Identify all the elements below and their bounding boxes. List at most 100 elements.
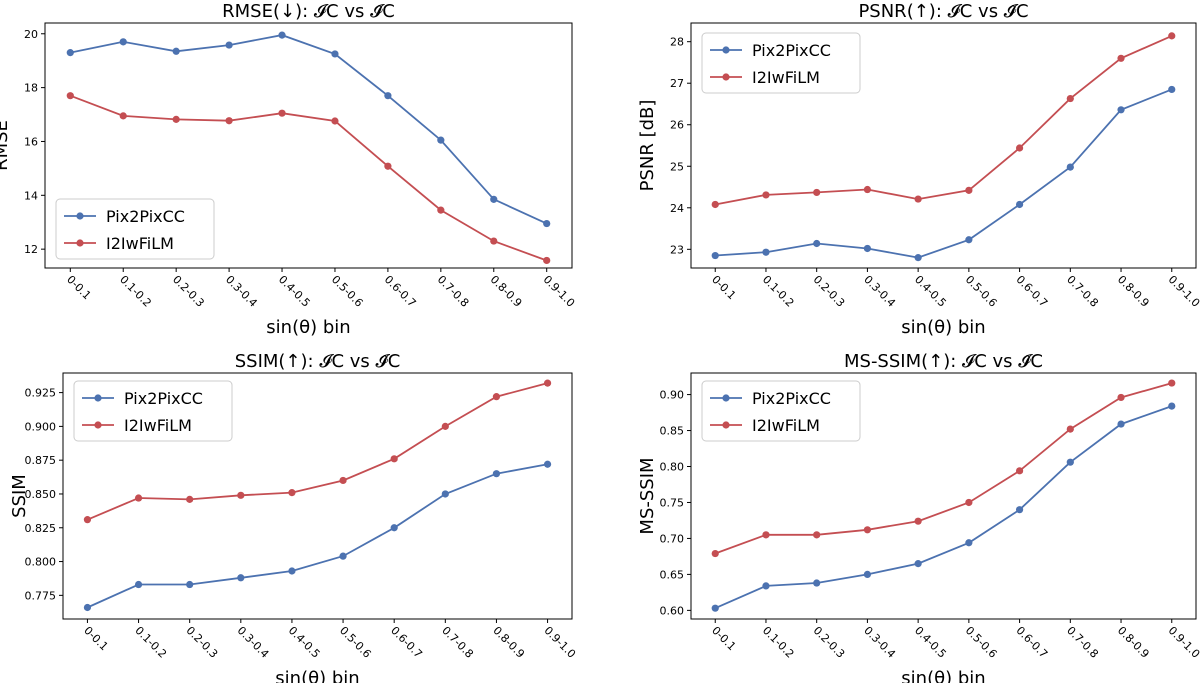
x-tick-label: 0.6-0.7 [1013,624,1050,661]
data-point-pix2pixcc [863,244,872,253]
data-point-i2iwfilm [1066,94,1074,103]
x-tick-label: 0.3-0.4 [235,624,272,661]
axes-frame [690,22,1197,269]
x-axis-label: sin(θ) bin [901,317,985,338]
series-line-i2iwfilm [715,35,1173,206]
series-line-pix2pixcc [87,463,548,609]
y-tick-label: 0.925 [25,387,57,400]
data-point-i2iwfilm [711,549,719,558]
data-point-pix2pixcc [762,248,770,256]
x-tick-label: 0.4-0.5 [286,624,323,661]
series-line-i2iwfilm [69,94,548,262]
x-tick-label: 0.7-0.8 [435,273,472,310]
data-point-i2iwfilm [331,117,339,125]
data-point-pix2pixcc [437,136,445,144]
x-tick-label: 0.5-0.6 [963,273,1000,310]
x-tick-label: 0-0.1 [709,273,738,302]
x-tick-label: 0.4-0.5 [276,273,313,310]
x-tick-label: 0.9-1.0 [1166,624,1200,661]
x-tick-label: 0.1-0.2 [117,273,154,310]
x-tick-label: 0.5-0.6 [329,273,366,310]
legend-label: I2IwFiLM [752,68,820,87]
data-point-i2iwfilm [66,92,74,100]
data-point-pix2pixcc [1015,506,1024,514]
data-point-i2iwfilm [762,531,770,539]
data-point-i2iwfilm [278,109,286,117]
x-tick-label: 0.6-0.7 [1013,273,1050,310]
x-tick-label: 0.1-0.2 [132,624,169,661]
y-tick-label: 12 [24,243,38,256]
data-point-pix2pixcc [813,579,821,587]
legend-marker [722,394,730,402]
y-tick-label: 0.850 [25,488,57,501]
data-point-i2iwfilm [134,494,143,502]
y-axis-label: MS-SSIM [637,457,658,534]
x-tick-label: 0.8-0.9 [1115,624,1152,661]
legend-marker [722,46,730,54]
data-point-pix2pixcc [390,524,398,532]
data-point-i2iwfilm [965,498,973,507]
data-point-i2iwfilm [441,422,449,430]
x-tick-label: 0.4-0.5 [912,273,949,310]
chart-panel-4: MS-SSIM(↑): 𝓘C vs 𝓘̂C 0.60 0.65 0.70 0.75 0.8… [637,351,1200,683]
x-axis-label: sin(θ) bin [266,317,350,338]
data-point-i2iwfilm [914,195,922,203]
data-point-pix2pixcc [83,603,92,612]
data-point-pix2pixcc [134,580,143,589]
data-point-pix2pixcc [965,236,973,244]
data-point-pix2pixcc [711,251,719,260]
legend-label: Pix2PixCC [106,207,185,226]
x-tick-label: 0.7-0.8 [1064,273,1101,310]
x-tick-label: 0.3-0.4 [861,624,898,661]
data-point-pix2pixcc [1066,163,1074,171]
data-point-pix2pixcc [278,31,286,39]
x-tick-label: 0-0.1 [81,624,110,653]
series-line-pix2pixcc [715,88,1173,259]
x-tick-label: 0.7-0.8 [1064,624,1101,661]
legend: Pix2PixCC I2IwFiLM [701,32,861,94]
x-tick-label: 0.3-0.4 [861,273,898,310]
x-tick-label: 0.1-0.2 [760,624,797,661]
data-point-pix2pixcc [914,254,922,262]
x-tick-label: 0.9-1.0 [541,624,578,661]
x-tick-label: 0.1-0.2 [760,273,797,310]
data-point-i2iwfilm [1168,32,1176,40]
y-tick-label: 0.900 [25,420,57,433]
y-tick-label: 24 [670,202,684,215]
x-tick-label: 0.8-0.9 [1115,273,1152,310]
data-point-i2iwfilm [186,495,194,503]
data-point-i2iwfilm [390,455,398,463]
legend-label: I2IwFiLM [106,234,174,253]
y-tick-label: 0.825 [25,522,57,535]
x-tick-label: 0.4-0.5 [912,624,949,661]
legend-marker [722,73,730,81]
data-point-pix2pixcc [1015,200,1024,209]
y-axis-label: PSNR [dB] [637,100,658,192]
series-line-pix2pixcc [714,405,1173,610]
y-tick-label: 0.90 [660,389,685,402]
x-tick-label: 0.2-0.3 [170,273,207,310]
axes-frame [44,22,573,269]
y-tick-label: 0.60 [660,604,685,617]
x-tick-label: 0.3-0.4 [223,273,260,310]
legend-marker [76,212,84,220]
data-point-i2iwfilm [225,117,233,125]
legend: Pix2PixCC I2IwFiLM [73,380,233,442]
data-point-i2iwfilm [384,162,392,170]
axes-frame [62,372,573,620]
legend-box [701,380,861,442]
legend-label: I2IwFiLM [752,416,820,435]
data-point-i2iwfilm [437,206,445,214]
legend-label: Pix2PixCC [752,389,831,408]
legend-box [701,32,861,94]
legend-label: Pix2PixCC [124,389,203,408]
x-tick-label: 0.6-0.7 [388,624,425,661]
data-point-pix2pixcc [186,580,194,589]
data-point-pix2pixcc [543,460,552,468]
data-point-pix2pixcc [1168,85,1176,94]
x-tick-label: 0.7-0.8 [439,624,476,661]
data-point-i2iwfilm [83,516,92,524]
data-point-pix2pixcc [762,582,770,590]
data-point-i2iwfilm [1015,144,1024,152]
